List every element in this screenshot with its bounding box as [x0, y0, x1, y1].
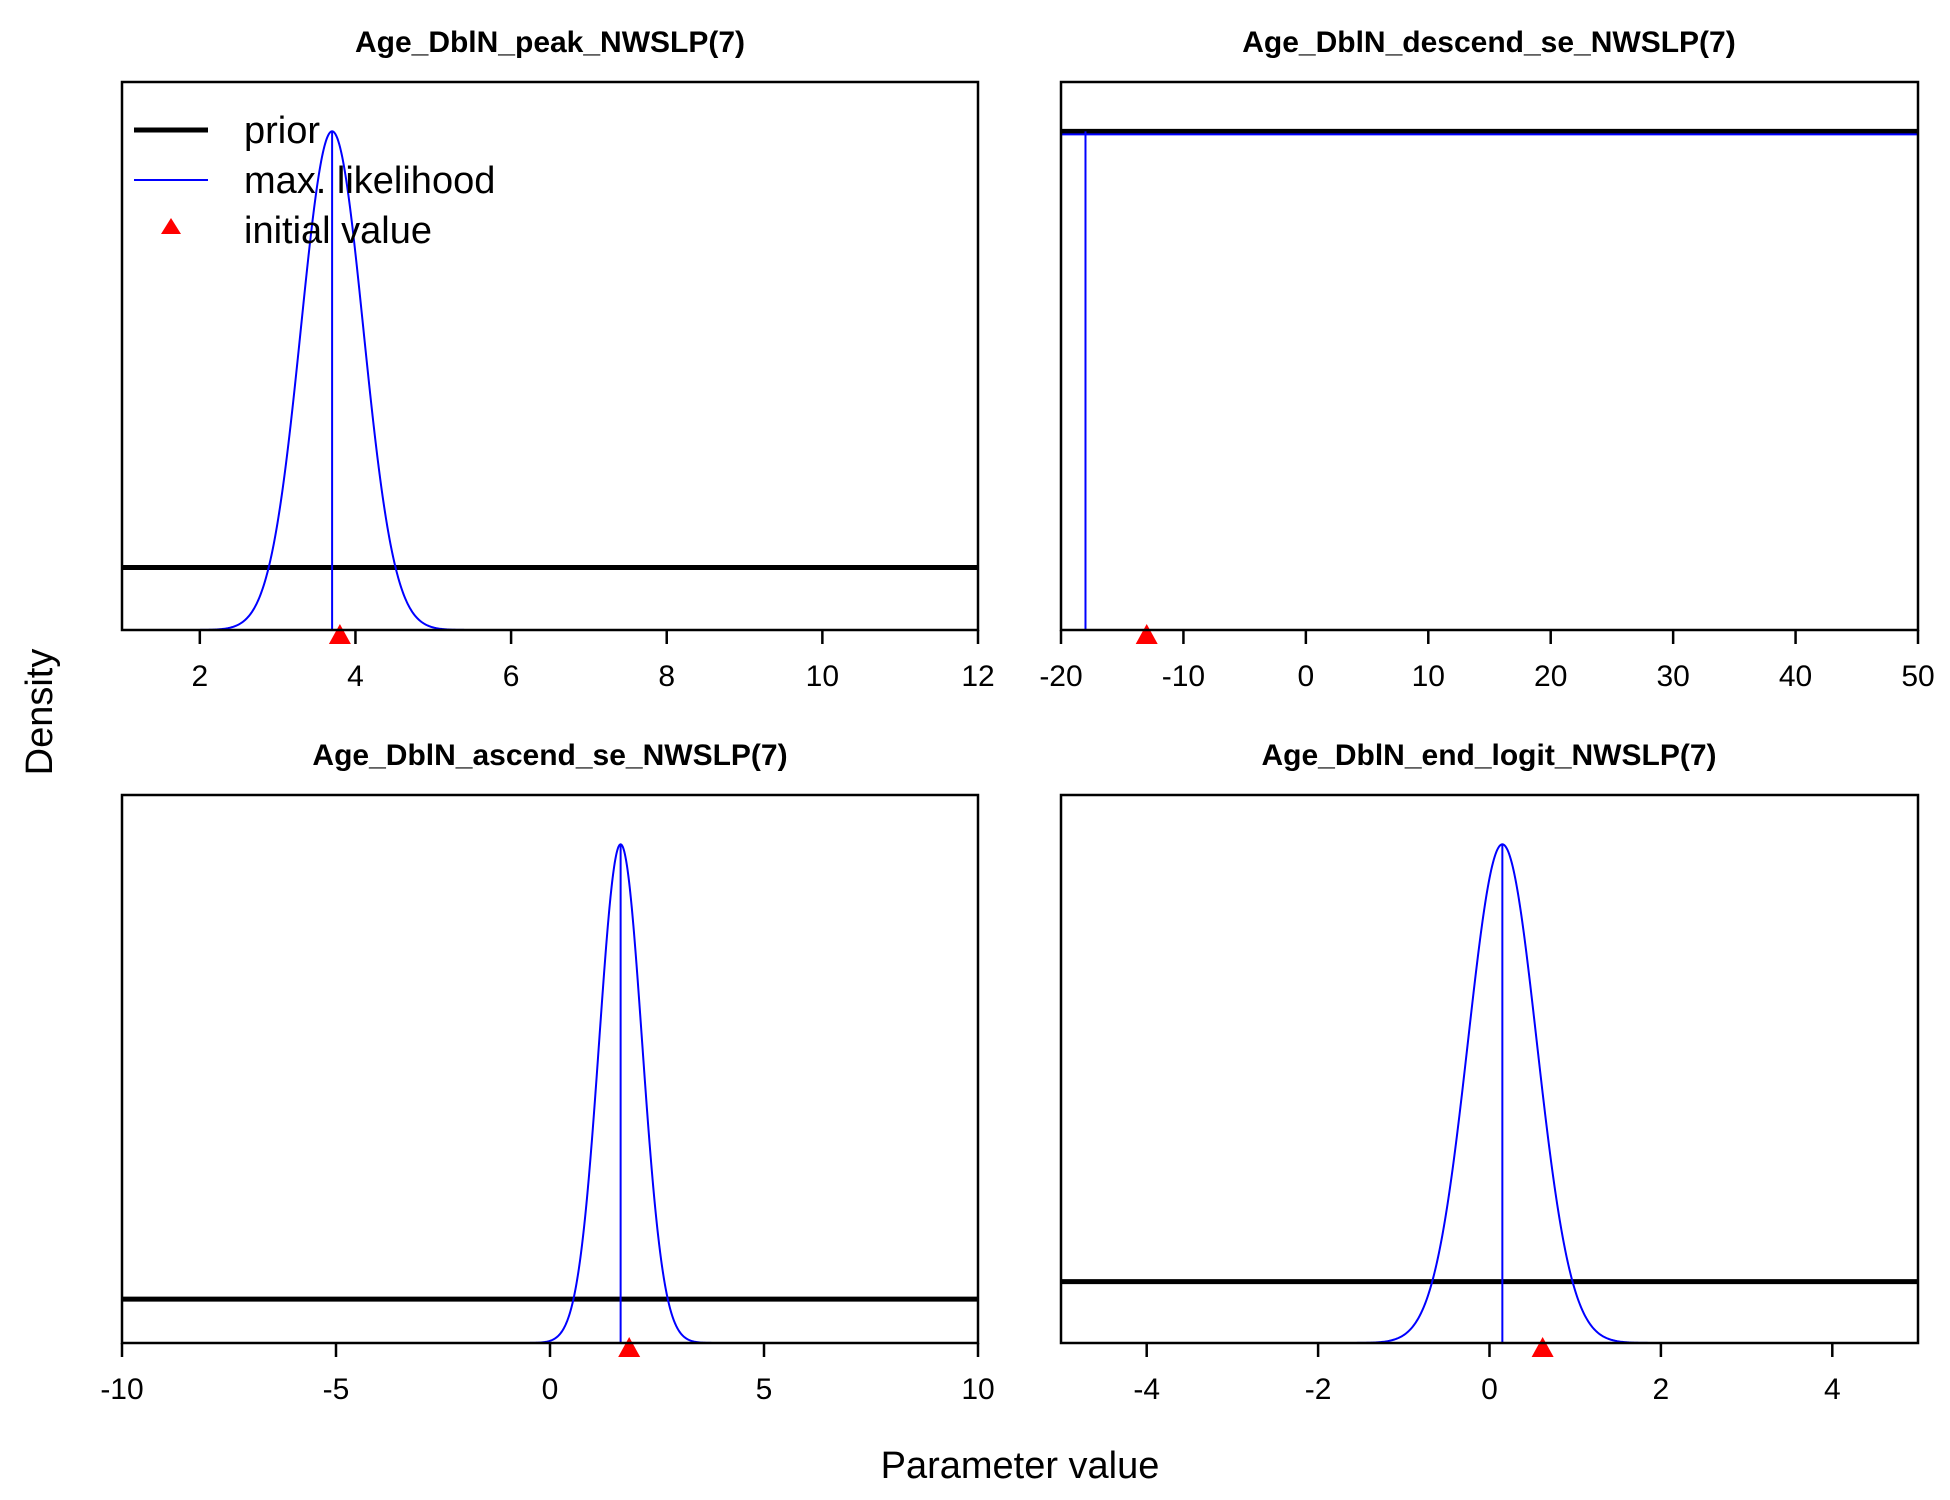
- x-tick-label: 4: [347, 660, 364, 693]
- x-tick-label: 0: [542, 1373, 559, 1406]
- panel-curves: [122, 843, 978, 1357]
- x-axis: -10 -5 0 5 10: [100, 1343, 995, 1406]
- plot-frame: [120, 80, 980, 632]
- x-tick-label: -10: [1162, 660, 1205, 693]
- legend-label-initial: initial value: [244, 210, 432, 252]
- x-axis: 2 4 6 8 10 12: [191, 630, 995, 693]
- legend-initial-swatch: [161, 218, 181, 234]
- x-tick-label: -5: [323, 1373, 350, 1406]
- x-tick-label: 12: [961, 660, 994, 693]
- x-tick-label: -10: [100, 1373, 143, 1406]
- x-tick-label: 10: [961, 1373, 994, 1406]
- panel-title: Age_DblN_ascend_se_NWSLP(7): [312, 739, 787, 772]
- initial-value-marker: [618, 1337, 641, 1357]
- panel-2: Age_DblN_descend_se_NWSLP(7) -20 -10 0 10 20…: [1039, 26, 1934, 693]
- initial-value-marker: [328, 624, 351, 644]
- x-tick-label: 10: [1412, 660, 1445, 693]
- x-axis: -4 -2 0 2 4: [1133, 1343, 1841, 1406]
- x-tick-label: 2: [191, 660, 208, 693]
- x-tick-label: 50: [1901, 660, 1934, 693]
- panel-4: Age_DblN_end_logit_NWSLP(7) -4 -2 0 2 4: [1059, 739, 1920, 1406]
- panel-title: Age_DblN_descend_se_NWSLP(7): [1242, 26, 1735, 59]
- x-tick-label: 40: [1779, 660, 1812, 693]
- legend-label-prior: prior: [244, 110, 320, 152]
- x-tick-label: 0: [1298, 660, 1315, 693]
- x-tick-label: 8: [658, 660, 675, 693]
- x-tick-label: 30: [1656, 660, 1689, 693]
- panel-3: Age_DblN_ascend_se_NWSLP(7) -10 -5 0 5 10: [100, 739, 994, 1406]
- x-tick-label: 4: [1824, 1373, 1841, 1406]
- initial-value-marker: [1135, 624, 1158, 644]
- x-tick-label: -2: [1305, 1373, 1332, 1406]
- x-tick-label: 6: [503, 660, 520, 693]
- legend-label-mle: max. likelihood: [244, 160, 495, 202]
- initial-value-marker: [1531, 1337, 1554, 1357]
- panel-curves: [1061, 843, 1918, 1357]
- x-axis: -20 -10 0 10 20 30 40 50: [1039, 630, 1935, 693]
- legend: prior max. likelihood initial value: [134, 110, 495, 252]
- x-tick-label: -20: [1039, 660, 1082, 693]
- x-axis-label: Parameter value: [881, 1445, 1160, 1487]
- panel-1: Age_DblN_peak_NWSLP(7) 2 4 6 8 10 12 prior ma…: [120, 26, 995, 693]
- plot-frame: [1059, 80, 1920, 632]
- x-tick-label: 5: [756, 1373, 773, 1406]
- panel-title: Age_DblN_end_logit_NWSLP(7): [1261, 739, 1716, 772]
- y-axis-label: Density: [19, 649, 61, 776]
- x-tick-label: 20: [1534, 660, 1567, 693]
- x-tick-label: 0: [1481, 1373, 1498, 1406]
- x-tick-label: 10: [806, 660, 839, 693]
- panel-title: Age_DblN_peak_NWSLP(7): [355, 26, 745, 59]
- panel-curves: [122, 130, 978, 644]
- x-tick-label: -4: [1133, 1373, 1160, 1406]
- panel-curves: [1061, 128, 1918, 644]
- x-tick-label: 2: [1653, 1373, 1670, 1406]
